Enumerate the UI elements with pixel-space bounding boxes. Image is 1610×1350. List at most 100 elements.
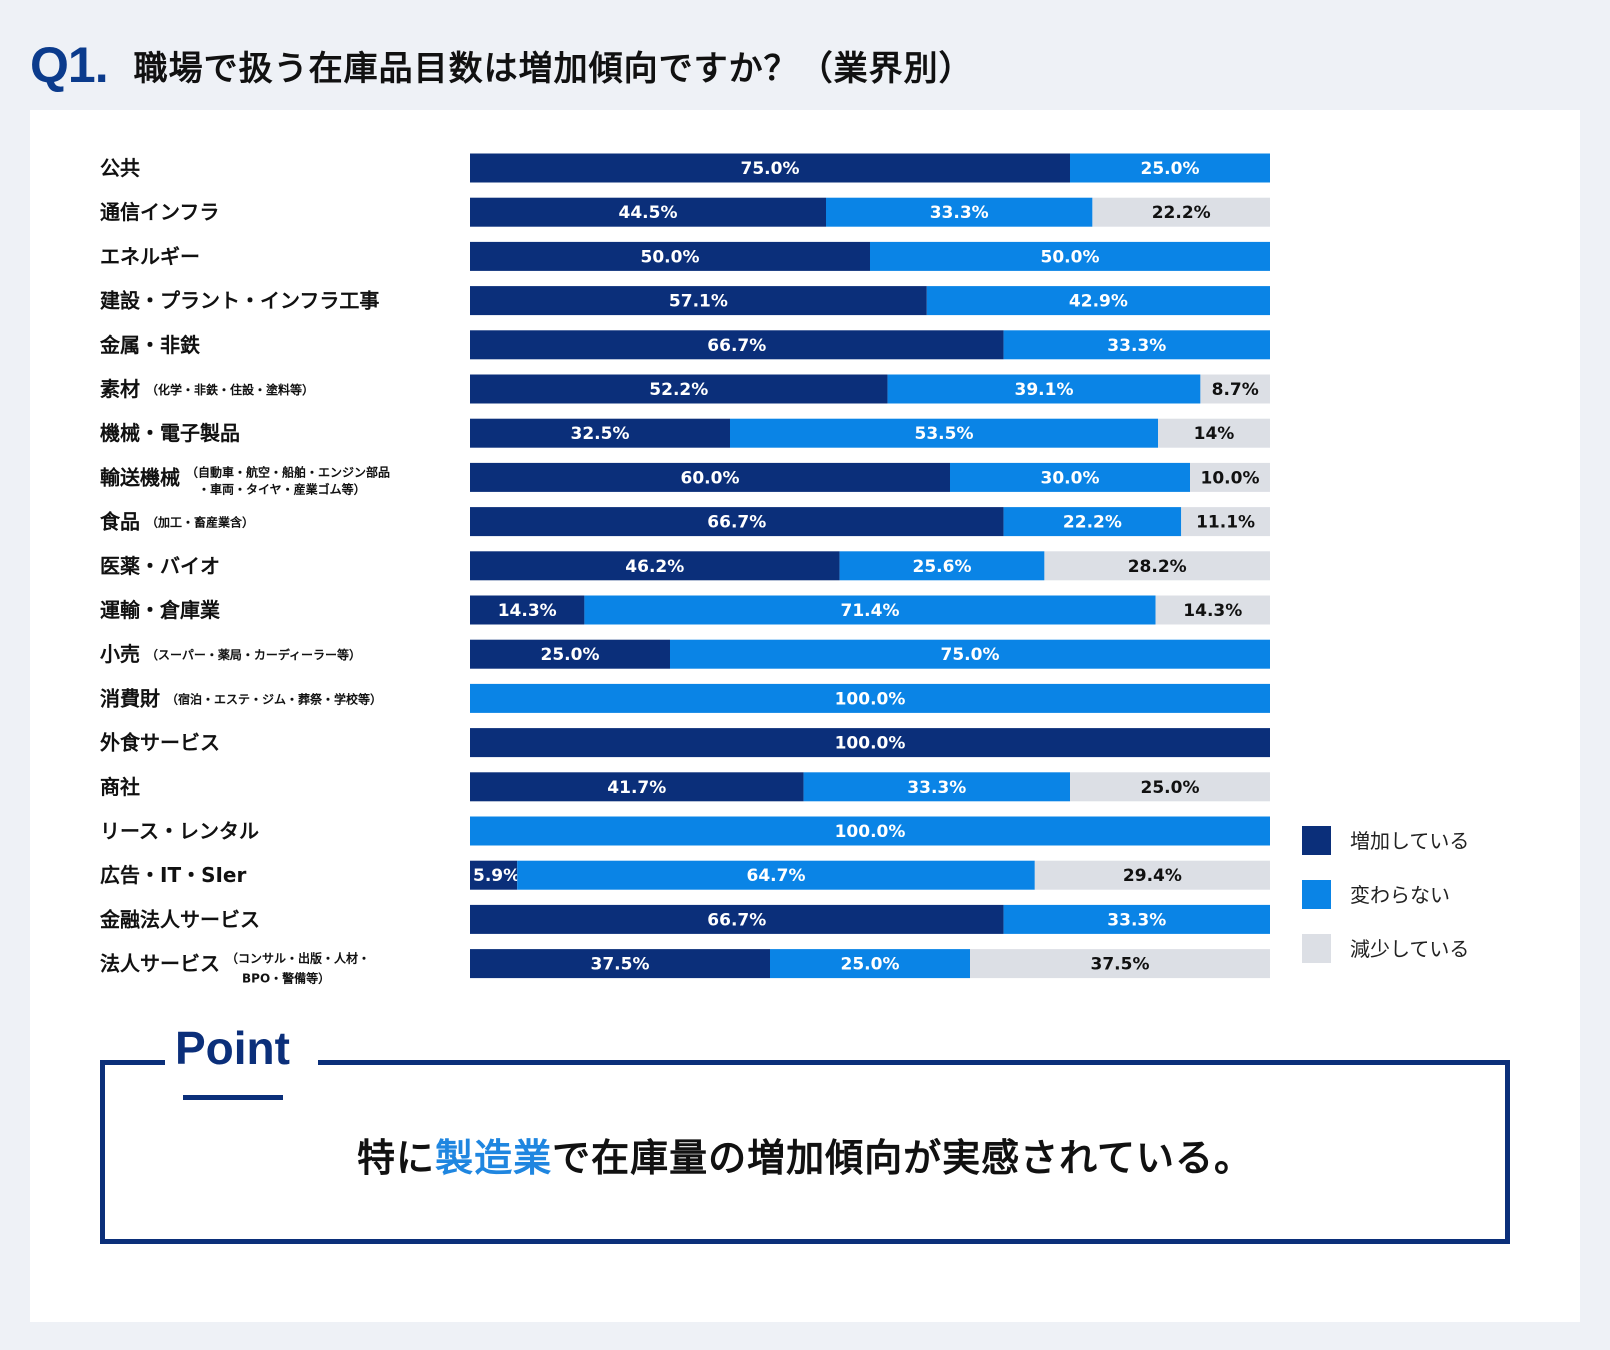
data-label: 50.0% [641, 247, 700, 267]
bar-segment [470, 462, 950, 492]
bar-row: 金属・非鉄 66.7% 33.3% [99, 330, 1270, 360]
data-label: 25.6% [913, 557, 972, 577]
category-note: ・車両・タイヤ・産業ゴム等） [198, 481, 366, 496]
data-label: 64.7% [747, 866, 806, 886]
bar-segment [670, 639, 1270, 669]
bar-segment [1003, 330, 1270, 360]
legend-swatch [1302, 826, 1331, 855]
category-label: 金融法人サービス [99, 907, 260, 931]
data-label: 33.3% [1107, 910, 1166, 930]
category-label: リース・レンタル [100, 819, 259, 843]
bar-segment [517, 860, 1035, 890]
bar-segment [470, 949, 770, 979]
category-label: 消費財 [100, 686, 160, 710]
bar-segment [970, 949, 1270, 979]
category-label: 素材 [100, 377, 140, 401]
data-label: 46.2% [625, 557, 684, 577]
data-label: 29.4% [1123, 866, 1182, 886]
data-label: 44.5% [619, 203, 678, 223]
bar-segment [826, 197, 1093, 227]
data-label: 22.2% [1063, 513, 1122, 533]
category-note: （化学・非鉄・住設・塗料等） [146, 382, 314, 397]
bar-segment [839, 551, 1045, 581]
data-label: 66.7% [707, 910, 766, 930]
bar-row: 建設・プラント・インフラ工事 57.1% 42.9% [100, 286, 1270, 316]
bar-row: 医薬・バイオ 46.2% 25.6% 28.2% [100, 551, 1270, 581]
data-label: 71.4% [841, 601, 900, 621]
category-label: 機械・電子製品 [100, 421, 240, 445]
data-label: 10.0% [1201, 468, 1260, 488]
bar-segment [470, 860, 518, 890]
bar-segment [470, 772, 804, 802]
bar-row: 外食サービス 100.0% [100, 728, 1270, 758]
data-label: 100.0% [835, 822, 906, 842]
data-label: 100.0% [835, 689, 906, 709]
point-title: Point [165, 1021, 290, 1081]
data-label: 25.0% [1141, 159, 1200, 179]
category-label: 食品 [100, 510, 140, 534]
legend-swatch [1302, 934, 1331, 963]
point-text-before: 特に [357, 1136, 436, 1180]
category-label: 金属・非鉄 [99, 333, 200, 357]
data-label: 33.3% [907, 778, 966, 798]
bar-segment [470, 595, 585, 625]
data-label: 66.7% [707, 513, 766, 533]
category-label: 広告・IT・SIer [100, 863, 246, 887]
category-label: 商社 [100, 775, 140, 799]
bar-segment [470, 728, 1270, 758]
data-label: 25.0% [541, 645, 600, 665]
bar-segment [887, 374, 1201, 404]
data-label: 42.9% [1069, 292, 1128, 312]
bar-segment [470, 683, 1270, 713]
data-label: 33.3% [1107, 336, 1166, 356]
category-label: 建設・プラント・インフラ工事 [100, 289, 379, 313]
data-label: 5.9% [473, 866, 520, 886]
bar-segment [1044, 551, 1270, 581]
category-note: （スーパー・薬局・カーディーラー等） [146, 647, 361, 662]
bar-row: 商社 41.7% 33.3% 25.0% [100, 772, 1270, 802]
stacked-bar-chart: 公共 75.0% 25.0% 通信インフラ 44.5% 33.3% 22.2% エネルギー 50… [99, 153, 1469, 986]
bar-segment [1092, 197, 1270, 227]
data-label: 57.1% [669, 292, 728, 312]
bar-row: エネルギー 50.0% 50.0% [100, 241, 1270, 271]
legend-item: 変わらない [1302, 880, 1450, 909]
point-text-highlight: 製造業 [435, 1136, 553, 1180]
data-label: 14% [1194, 424, 1235, 444]
category-label: エネルギー [100, 244, 200, 268]
point-text-after: で在庫量の増加傾向が実感されている。 [552, 1136, 1253, 1180]
bar-segment [1003, 904, 1270, 934]
data-label: 22.2% [1152, 203, 1211, 223]
chart-panel: 公共 75.0% 25.0% 通信インフラ 44.5% 33.3% 22.2% エネルギー 50… [30, 110, 1580, 1322]
point-title-wrap: Point [165, 1021, 318, 1081]
bar-segment [470, 816, 1270, 846]
bar-segment [470, 330, 1004, 360]
legend-swatch [1302, 880, 1331, 909]
bar-segment [1070, 153, 1270, 183]
category-label: 外食サービス [100, 731, 220, 755]
bar-segment [1155, 595, 1270, 625]
category-label: 通信インフラ [100, 200, 219, 224]
category-note: BPO・警備等） [242, 971, 330, 986]
bar-row: 公共 75.0% 25.0% [100, 153, 1270, 183]
bar-segment [1200, 374, 1270, 404]
bar-segment [1034, 860, 1270, 890]
category-label: 医薬・バイオ [100, 554, 220, 578]
bar-segment [730, 418, 1158, 448]
bar-row: 素材 （化学・非鉄・住設・塗料等） 52.2% 39.1% 8.7% [100, 374, 1270, 404]
data-label: 100.0% [835, 734, 906, 754]
data-label: 39.1% [1015, 380, 1074, 400]
bar-row: 金融法人サービス 66.7% 33.3% [99, 904, 1270, 934]
bar-segment [584, 595, 1156, 625]
bar-segment [470, 639, 670, 669]
data-label: 25.0% [1141, 778, 1200, 798]
bar-segment [1181, 507, 1270, 537]
data-label: 8.7% [1212, 380, 1259, 400]
data-label: 60.0% [681, 468, 740, 488]
bar-row: 機械・電子製品 32.5% 53.5% 14% [100, 418, 1270, 448]
question-title: 職場で扱う在庫品目数は増加傾向ですか？（業界別） [133, 48, 974, 89]
data-label: 75.0% [741, 159, 800, 179]
data-label: 50.0% [1041, 247, 1100, 267]
bar-row: 食品 （加工・畜産業含） 66.7% 22.2% 11.1% [100, 507, 1270, 537]
bar-segment [470, 241, 870, 271]
bar-segment [470, 286, 927, 316]
